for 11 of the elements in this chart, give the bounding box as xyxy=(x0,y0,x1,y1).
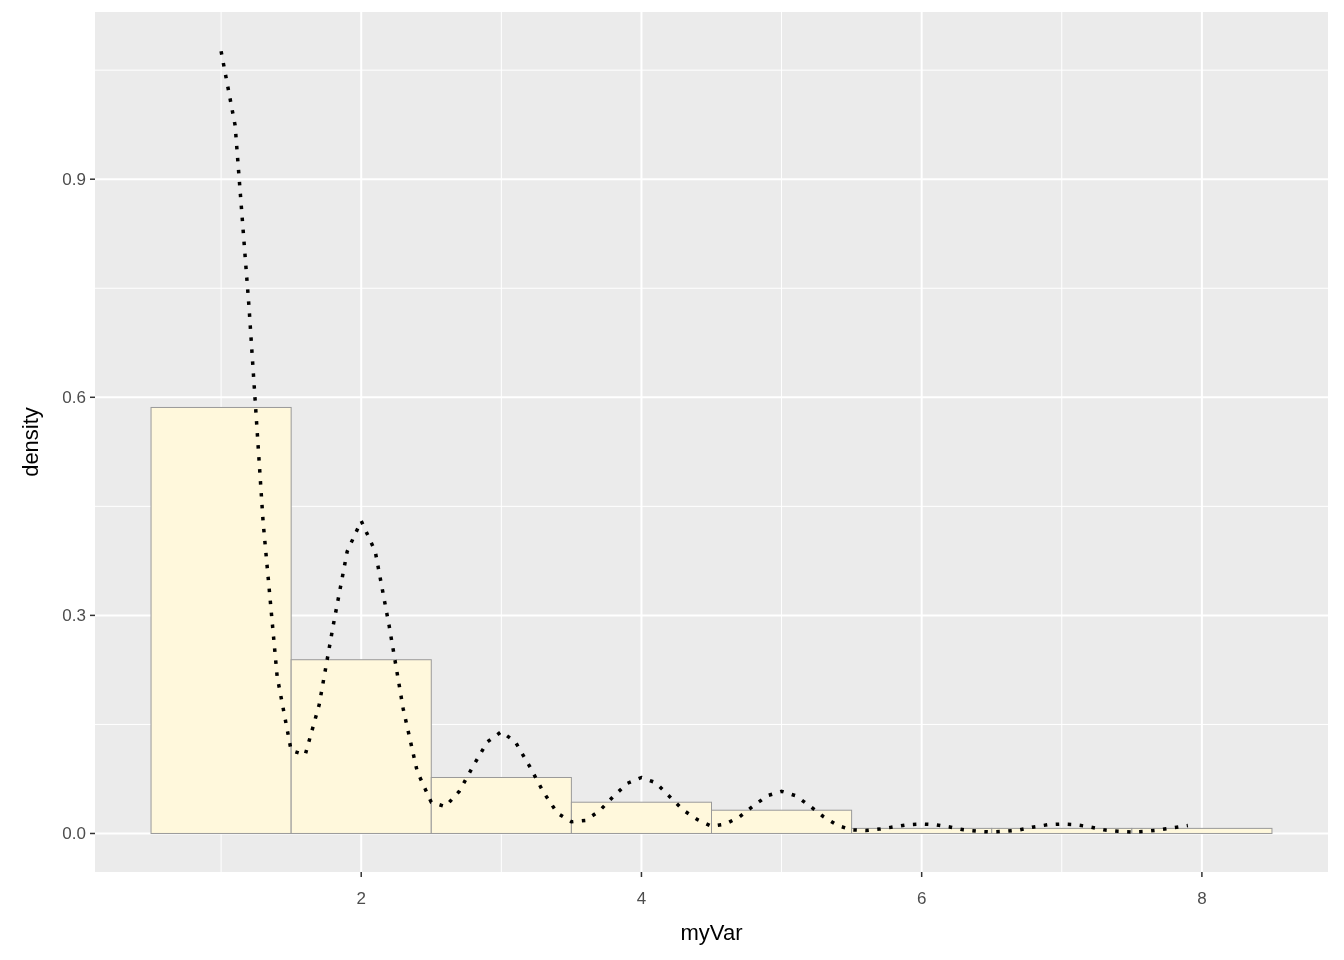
line-series xyxy=(219,49,1190,834)
y-tick-label: 0.6 xyxy=(62,388,86,408)
x-tick-label: 4 xyxy=(636,889,647,908)
x-axis-title: myVar xyxy=(680,920,743,945)
x-tick-label: 2 xyxy=(356,889,366,908)
y-axis-title: density xyxy=(18,407,43,477)
x-tick-label: 8 xyxy=(1197,889,1207,908)
y-tick-label: 0.9 xyxy=(62,170,86,190)
y-tick-label: 0.0 xyxy=(62,824,86,844)
y-tick-label: 0.3 xyxy=(62,606,86,626)
x-tick-label: 6 xyxy=(916,889,927,908)
